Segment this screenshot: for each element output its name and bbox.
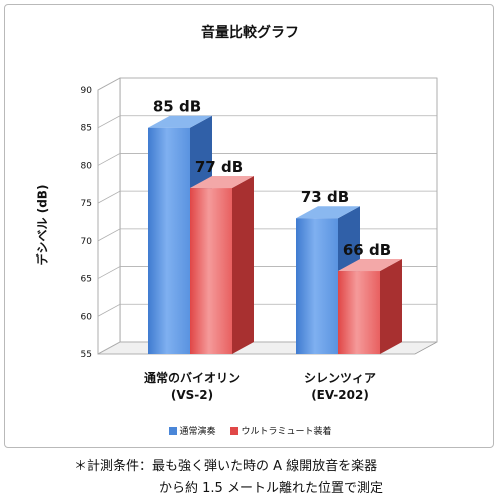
legend-swatch-mute — [230, 426, 239, 435]
y-tick-label: 65 — [81, 275, 92, 285]
y-tick-label: 85 — [81, 124, 92, 134]
bar-side — [232, 176, 254, 354]
side-wall — [97, 77, 121, 355]
y-tick-label: 75 — [81, 199, 92, 209]
bar — [296, 218, 338, 354]
footnote-line-2: から約 1.5 メートル離れた位置で測定 — [159, 481, 383, 496]
gridline — [97, 115, 437, 129]
category-label: 通常のバイオリン — [144, 370, 240, 385]
chart-title: 音量比較グラフ — [201, 25, 299, 41]
legend-item-normal: 通常演奏 — [168, 424, 216, 437]
bar-side — [380, 259, 402, 354]
category-sublabel: (EV-202) — [311, 388, 369, 402]
footnote-line-1: ＊計測条件：最も強く弾いた時の A 線開放音を楽器 — [74, 459, 378, 474]
legend-label-mute: ウルトラミュート装着 — [241, 427, 332, 437]
y-tick-label: 55 — [81, 350, 92, 360]
category-label: シレンツィア — [304, 371, 376, 385]
legend-swatch-normal — [168, 426, 177, 435]
bar-top — [338, 259, 402, 272]
category-sublabel: (VS-2) — [171, 388, 213, 402]
legend-item-mute: ウルトラミュート装着 — [230, 424, 331, 437]
bar — [338, 271, 380, 354]
data-label: 66 dB — [343, 241, 391, 259]
y-tick-label: 60 — [81, 312, 93, 322]
y-tick-label: 90 — [81, 86, 93, 96]
bar-top — [148, 115, 212, 128]
gridline — [97, 190, 437, 204]
chart-frame — [4, 4, 494, 448]
y-tick-label: 70 — [81, 237, 93, 247]
bar — [148, 127, 190, 354]
gridline — [97, 153, 437, 166]
gridline — [97, 77, 437, 91]
legend-label-normal: 通常演奏 — [179, 427, 216, 437]
y-tick-label: 80 — [81, 161, 93, 171]
bar-top — [190, 176, 254, 189]
data-label: 73 dB — [301, 188, 349, 206]
data-label: 77 dB — [195, 158, 243, 176]
data-label: 85 dB — [153, 98, 201, 116]
bar — [190, 188, 232, 354]
bar-top — [296, 206, 360, 219]
legend: 通常演奏 ウルトラミュート装着 — [0, 424, 500, 438]
